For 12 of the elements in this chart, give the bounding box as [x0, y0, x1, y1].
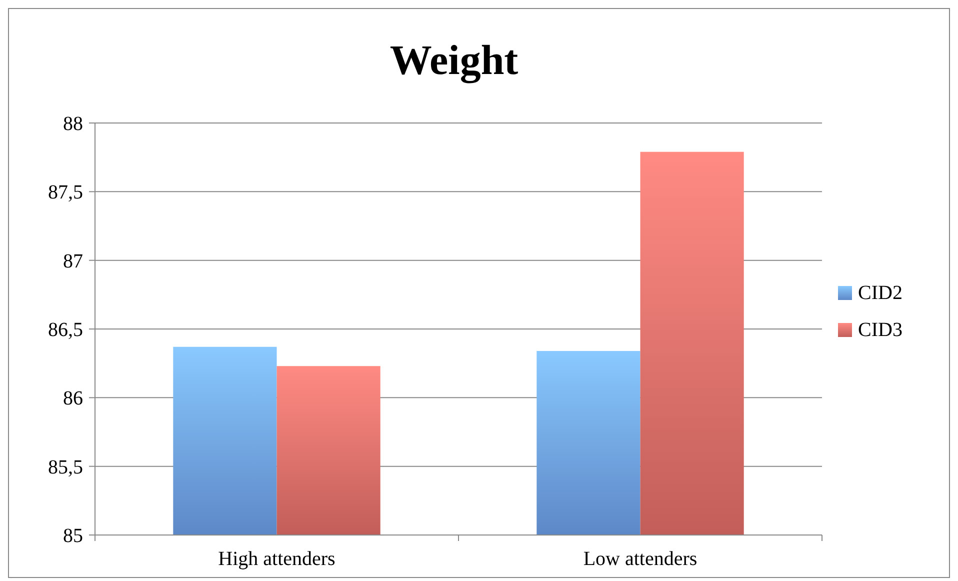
legend-label: CID2	[858, 282, 902, 304]
y-tick-label: 86	[63, 388, 83, 410]
y-tick-label: 85	[63, 525, 83, 547]
y-tick-label: 85,5	[48, 456, 83, 478]
legend-label: CID3	[858, 319, 902, 341]
chart-title: Weight	[390, 38, 518, 84]
x-tick-label: High attenders	[218, 548, 336, 570]
y-tick-label: 88	[63, 113, 83, 135]
y-tick-label: 87,5	[48, 182, 83, 204]
y-tick-label: 87	[63, 250, 83, 272]
y-tick-label: 86,5	[48, 319, 83, 341]
x-tick-label: Low attenders	[583, 548, 698, 570]
